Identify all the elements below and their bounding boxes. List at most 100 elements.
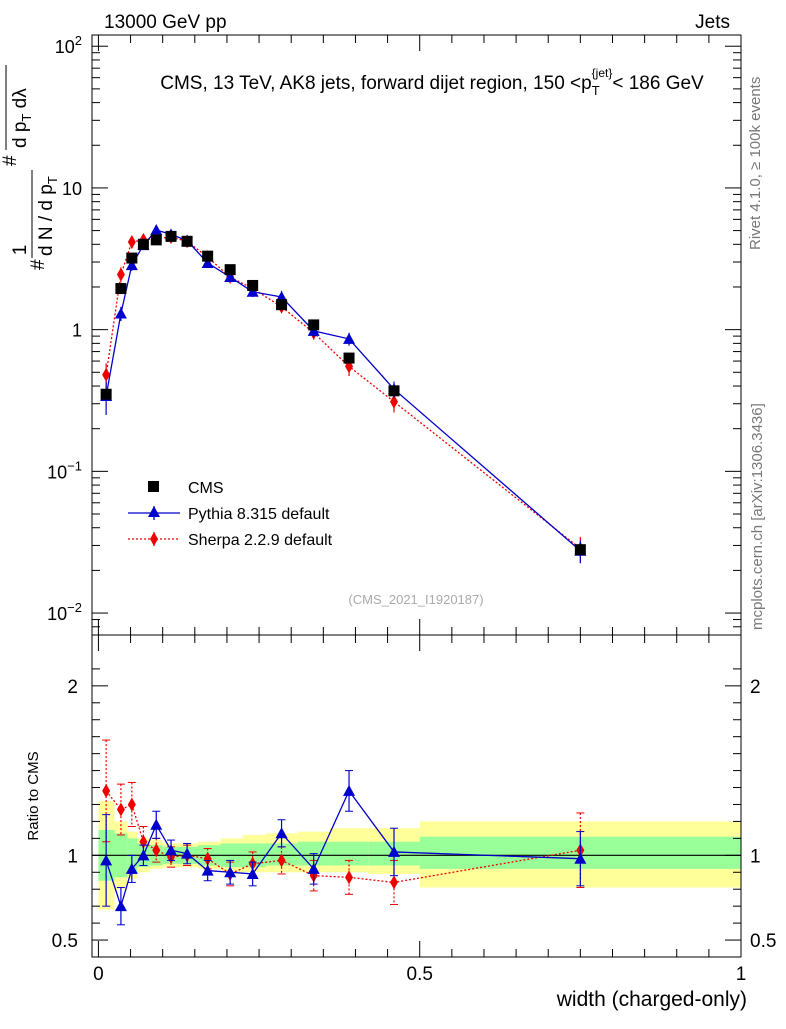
cms-point: [165, 230, 177, 242]
pythia-ratio-point: [100, 854, 113, 866]
cms-point: [100, 388, 112, 400]
ratio-series-layer: [100, 739, 587, 926]
mcplots-label: mcplots.cern.ch [arXiv:1306.3436]: [749, 403, 766, 630]
pythia-point: [201, 257, 214, 269]
sherpa-point: [116, 267, 125, 282]
analysis-id-label: (CMS_2021_I1920187): [348, 592, 483, 607]
cms-point: [150, 234, 162, 246]
main-y-tick-base: 10: [62, 179, 82, 199]
pythia-point: [125, 259, 138, 271]
svg-text:#: #: [28, 259, 49, 270]
header-jets-label: Jets: [695, 12, 730, 33]
sherpa-ratio-point: [116, 802, 125, 817]
pythia-ratio-point: [307, 862, 320, 874]
pythia-ratio-point: [201, 864, 214, 876]
sherpa-ratio-point: [345, 870, 354, 885]
main-y-tick-label: 1: [72, 321, 82, 341]
main-y-tick-base: 10: [47, 462, 67, 482]
ratio-band-inner: [329, 841, 369, 866]
pythia-ratio-point: [343, 784, 356, 796]
legend-entry-cms: CMS: [148, 480, 224, 497]
x-tick-label: 0.5: [407, 964, 433, 985]
main-y-tick-label: 10−2: [47, 600, 82, 624]
pythia-point: [150, 223, 163, 235]
sherpa-point: [127, 235, 136, 250]
sherpa-ratio-point: [127, 797, 136, 812]
sherpa-ratio-line: [105, 790, 581, 884]
pythia-ratio-point: [224, 866, 237, 878]
sherpa-ratio-point: [277, 853, 286, 868]
chart-title-main: CMS, 13 TeV, AK8 jets, forward dijet reg…: [160, 73, 591, 94]
pythia-point: [246, 285, 259, 297]
main-y-tick-exp: −2: [67, 600, 82, 615]
ratio-y-tick-label-right: 2: [750, 677, 761, 698]
cms-point: [247, 279, 259, 291]
x-tick-label: 1: [736, 964, 747, 985]
sherpa-ratio-point: [203, 851, 212, 866]
cms-point: [137, 238, 149, 250]
main-y-tick-base: 10: [47, 604, 67, 624]
cms-point: [574, 544, 586, 556]
pythia-ratio-point: [388, 845, 401, 857]
pythia-ratio-point: [137, 849, 150, 861]
main-y-tick-base: 1: [72, 321, 82, 341]
chart-title-sub: T: [592, 83, 600, 98]
svg-text:1: 1: [10, 245, 31, 256]
ratio-y-axis-label: Ratio to CMS: [25, 751, 42, 840]
legend: CMS Pythia 8.315 default Sherpa 2.2.9 de…: [128, 480, 333, 549]
cms-point: [181, 235, 193, 247]
pythia-ratio-point: [246, 867, 259, 879]
pythia-ratio-point: [574, 852, 587, 864]
ratio-y-tick-label-right: 0.5: [750, 931, 776, 952]
svg-text:d N / d pT: d N / d pT: [36, 176, 60, 256]
cms-point: [388, 385, 400, 397]
sherpa-ratio-point: [102, 783, 111, 798]
ratio-y-tick-label: 2: [67, 677, 78, 698]
main-y-axis-label: # 1 d N / d pT # d2N d pT dλ: [0, 65, 60, 270]
header-energy-label: 13000 GeV pp: [104, 12, 227, 33]
ratio-frame: [91, 634, 742, 958]
main-y-tick-exp: −1: [67, 458, 82, 473]
svg-text:#: #: [0, 155, 21, 166]
main-y-tick-base: 10: [55, 37, 75, 57]
pythia-ratio-point: [275, 827, 288, 839]
cms-point: [276, 299, 288, 311]
pythia-ratio-point: [114, 900, 127, 912]
legend-entry-pythia: Pythia 8.315 default: [128, 506, 330, 523]
legend-entry-sherpa: Sherpa 2.2.9 default: [128, 532, 333, 549]
cms-point: [224, 264, 236, 276]
chart-title-end: < 186 GeV: [612, 73, 704, 94]
chart-title-sup: {jet}: [592, 66, 613, 80]
x-tick-label: 0: [93, 964, 104, 985]
main-y-tick-label: 102: [55, 33, 82, 57]
pythia-ratio-point: [125, 862, 138, 874]
legend-label-sherpa: Sherpa 2.2.9 default: [188, 532, 333, 549]
sherpa-line: [105, 236, 581, 550]
pythia-ratio-point: [181, 847, 194, 859]
svg-text:d2N: d2N: [0, 113, 3, 144]
pythia-ratio-point: [150, 818, 163, 830]
pythia-point: [343, 332, 356, 344]
main-y-tick-label: 10−1: [47, 458, 82, 482]
sherpa-ratio-point: [390, 875, 399, 890]
legend-marker-diamond: [150, 532, 158, 546]
pythia-point: [224, 271, 237, 283]
x-axis-label: width (charged-only): [556, 988, 747, 1011]
pythia-ratio-point: [165, 844, 178, 856]
sherpa-ratio-point: [152, 843, 161, 858]
sherpa-point: [102, 367, 111, 382]
cms-point: [202, 250, 214, 262]
sherpa-point: [390, 394, 399, 409]
main-y-tick-exp: 2: [75, 33, 82, 48]
legend-label-cms: CMS: [188, 480, 224, 497]
svg-text:d pT dλ: d pT dλ: [10, 88, 34, 148]
rivet-version-label: Rivet 4.1.0, ≥ 100k events: [747, 77, 764, 250]
legend-marker-triangle: [148, 506, 160, 517]
ratio-y-tick-label-right: 1: [750, 846, 761, 867]
pythia-line: [105, 229, 581, 552]
cms-point: [343, 352, 355, 364]
cms-point: [308, 319, 320, 331]
cms-point: [115, 283, 127, 295]
